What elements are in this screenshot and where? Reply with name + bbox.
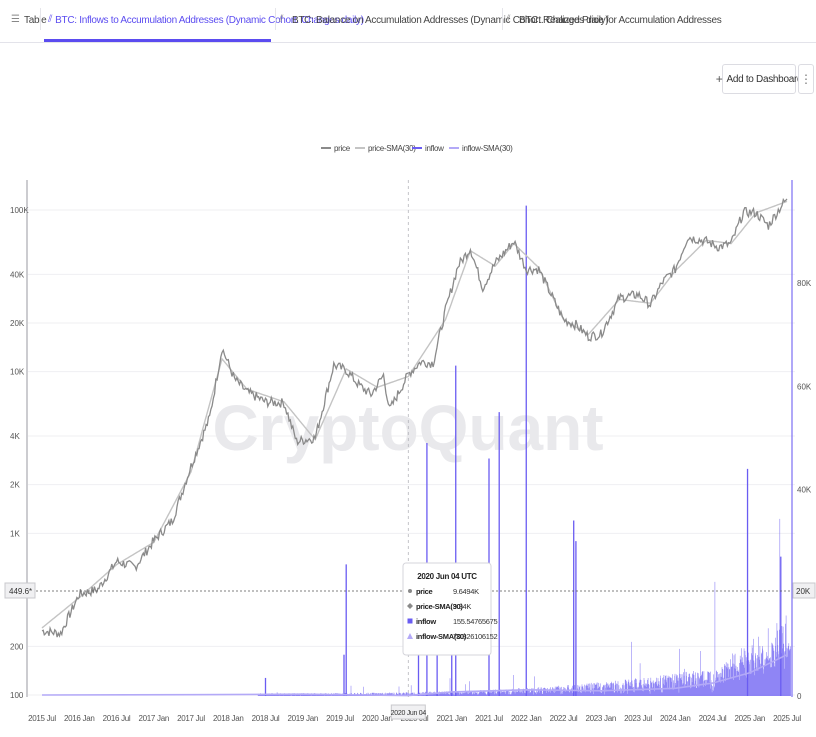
tab-inflows[interactable]: ⫽ BTC: Inflows to Accumulation Addresses… [44,0,364,42]
x-tick-label: 2023 Jan [585,714,616,723]
tooltip-row-value: 9.6494K [453,587,479,596]
tab-divider [275,8,276,30]
table-icon: ☰ [11,14,20,25]
tab-label: BTC: Realized Price for Accumulation Add… [519,14,722,26]
add-to-dashboard-button[interactable]: + Add to Dashboard [716,64,803,94]
x-tick-label: 2020 Jan [362,714,393,723]
y-tick-label: 200 [10,642,24,651]
tooltip-row-label: inflow [416,617,436,626]
x-tick-label: 2024 Jan [660,714,691,723]
tab-label: Table [24,14,47,26]
y-tick-label: 100 [10,691,24,700]
x-tick-label: 2021 Jan [436,714,467,723]
y-tick-label: 100K [10,206,29,215]
tab-bar: ☰ Table ⫽ BTC: Inflows to Accumulation A… [0,0,816,43]
tooltip-row-label: price-SMA(30) [416,602,463,611]
price-sma-line [41,200,788,629]
x-tick-label: 2015 Jul [28,714,56,723]
chart-icon: ⫽ [48,14,53,25]
x-tick-label: 2016 Jan [64,714,95,723]
x-tick-label: 2018 Jan [213,714,244,723]
y-right-tick-label: 60K [797,382,812,391]
x-tick-label: 2022 Jan [511,714,542,723]
x-tick-label: 2021 Jul [475,714,503,723]
crosshair-x-label-box [390,704,426,720]
inflow-bars [257,518,791,696]
more-vertical-icon: ⋮ [800,72,812,86]
inflow-sma-line [41,653,788,697]
tooltip-row-label: inflow-SMA(30) [416,632,467,641]
y-tick-label: 40K [10,270,25,279]
tooltip-marker [407,633,413,639]
y-tick-label: 2K [10,481,20,490]
tooltip-marker [408,589,412,593]
tooltip: 2020 Jun 04 UTC price 9.6494K price-SMA(30)… [402,562,498,656]
tooltip-marker [407,618,413,624]
tooltip-row-label: price [416,587,433,596]
tooltip-marker [407,603,413,609]
tab-label: BTC: Inflows to Accumulation Addresses (… [55,14,364,26]
y-tick-label: 20K [10,319,25,328]
tooltip-title: 2020 Jun 04 UTC [417,572,477,581]
more-options-button[interactable]: ⋮ [798,64,814,94]
tooltip-box [402,562,492,656]
add-to-dashboard-label: Add to Dashboard [726,73,803,85]
legend-label: inflow [425,144,444,153]
legend: price price-SMA(30) inflow inflow-SMA(30) [321,144,513,153]
crosshair-y-label: 449.6* [9,587,32,596]
crosshair-y-right-label: 20K [796,587,811,596]
legend-label: inflow-SMA(30) [462,144,513,153]
legend-label: price [334,144,351,153]
x-tick-label: 2016 Jul [103,714,131,723]
y-tick-label: 10K [10,368,25,377]
x-tick-label: 2022 Jul [550,714,578,723]
x-tick-label: 2023 Jul [624,714,652,723]
tab-realized-price[interactable]: ⫽ BTC: Realized Price for Accumulation A… [506,0,722,40]
x-tick-label: 2025 Jul [773,714,801,723]
tab-divider [502,8,503,30]
y-tick-label: 4K [10,432,20,441]
chart-icon: ⫽ [506,14,511,25]
y-right-tick-label: 0 [797,692,802,701]
x-tick-label: 2017 Jan [138,714,169,723]
tab-table[interactable]: ☰ Table [11,0,47,40]
crosshair-x-label: 2020 Jun 04 [391,710,427,717]
x-tick-label: 2017 Jul [177,714,205,723]
tab-divider [40,8,41,30]
x-tick-label: 2025 Jan [734,714,765,723]
x-tick-label: 2024 Jul [699,714,727,723]
x-tick-label: 2018 Jul [252,714,280,723]
plus-icon: + [715,72,723,86]
legend-label: price-SMA(30) [368,144,416,153]
y-right-tick-label: 40K [797,486,812,495]
chart-icon: ⫽ [279,14,284,25]
x-tick-label: 2019 Jul [326,714,354,723]
crosshair-y-right-box [792,582,816,599]
tooltip-row-value: 70.826106152 [453,632,497,641]
tooltip-row-value: 9.34K [453,602,471,611]
tooltip-row-value: 155.54765675 [453,617,497,626]
crosshair-y-label-box [4,582,36,599]
y-right-tick-label: 80K [797,279,812,288]
y-tick-label: 1K [10,529,20,538]
x-tick-label: 2019 Jan [287,714,318,723]
tab-balance[interactable]: ⫽ BTC: Balance on Accumulation Addresses… [279,0,609,40]
tab-label: BTC: Balance on Accumulation Addresses (… [292,14,609,26]
